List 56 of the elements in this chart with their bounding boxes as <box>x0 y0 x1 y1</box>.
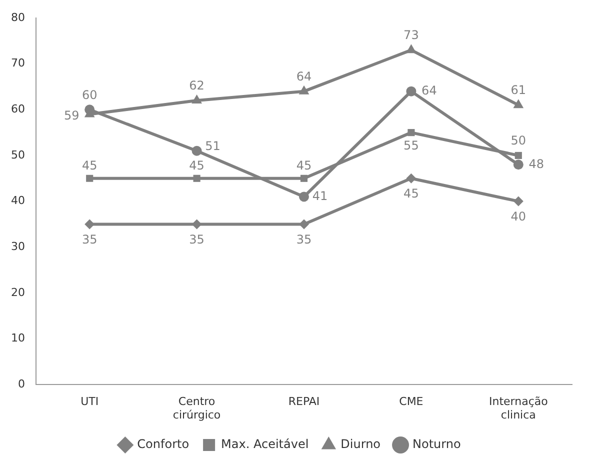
data-label: 45 <box>404 186 419 201</box>
y-tick-label: 30 <box>10 240 25 253</box>
point <box>84 219 95 230</box>
point <box>513 160 524 170</box>
data-label: 35 <box>82 232 98 246</box>
data-label: 48 <box>528 156 544 171</box>
data-label: 41 <box>312 188 328 203</box>
point <box>298 85 310 94</box>
y-tick-label: 60 <box>10 102 25 116</box>
data-label: 59 <box>64 108 80 122</box>
data-label: 45 <box>296 158 312 173</box>
data-label: 51 <box>205 139 220 154</box>
data-label: 45 <box>189 158 204 173</box>
x-tick-label: REPAI <box>288 395 320 408</box>
point <box>406 86 416 96</box>
point <box>514 152 522 160</box>
point <box>300 174 308 182</box>
legend-label: Conforto <box>137 437 190 452</box>
point <box>406 44 416 54</box>
legend-label: Max. Aceitável <box>221 437 309 452</box>
legend-label: Diurno <box>340 437 381 452</box>
x-tick-label: UTI <box>80 395 99 408</box>
data-label: 62 <box>189 78 204 93</box>
point <box>192 219 202 230</box>
y-tick-label: 80 <box>10 10 25 24</box>
data-label: 73 <box>404 28 419 42</box>
point <box>513 99 524 108</box>
point <box>408 129 415 136</box>
x-tick-label: Internação clinica <box>488 395 548 422</box>
x-tick-label: CME <box>399 395 424 408</box>
data-label: 64 <box>422 83 437 98</box>
data-label: 55 <box>404 138 419 153</box>
data-label: 35 <box>189 232 204 246</box>
point <box>299 219 309 230</box>
point <box>299 192 309 202</box>
data-label: 64 <box>296 69 312 84</box>
y-tick-label: 50 <box>10 148 25 162</box>
point <box>192 94 202 104</box>
point <box>86 174 94 182</box>
y-tick-label: 0 <box>18 377 25 390</box>
data-label: 60 <box>82 88 98 102</box>
point <box>406 173 416 184</box>
point <box>193 174 200 182</box>
legend-label: Noturno <box>412 437 461 452</box>
y-tick-label: 10 <box>10 332 25 345</box>
data-label: 35 <box>296 232 312 246</box>
point <box>192 146 202 156</box>
data-label: 50 <box>510 134 526 148</box>
y-tick-label: 20 <box>10 286 25 299</box>
data-label: 45 <box>82 158 98 173</box>
x-tick-label: Centro cirúrgico <box>172 395 221 422</box>
point <box>513 196 524 206</box>
data-label: 40 <box>510 209 526 224</box>
data-label: 61 <box>510 83 526 98</box>
y-tick-label: 70 <box>10 56 25 70</box>
y-tick-label: 40 <box>10 194 25 208</box>
